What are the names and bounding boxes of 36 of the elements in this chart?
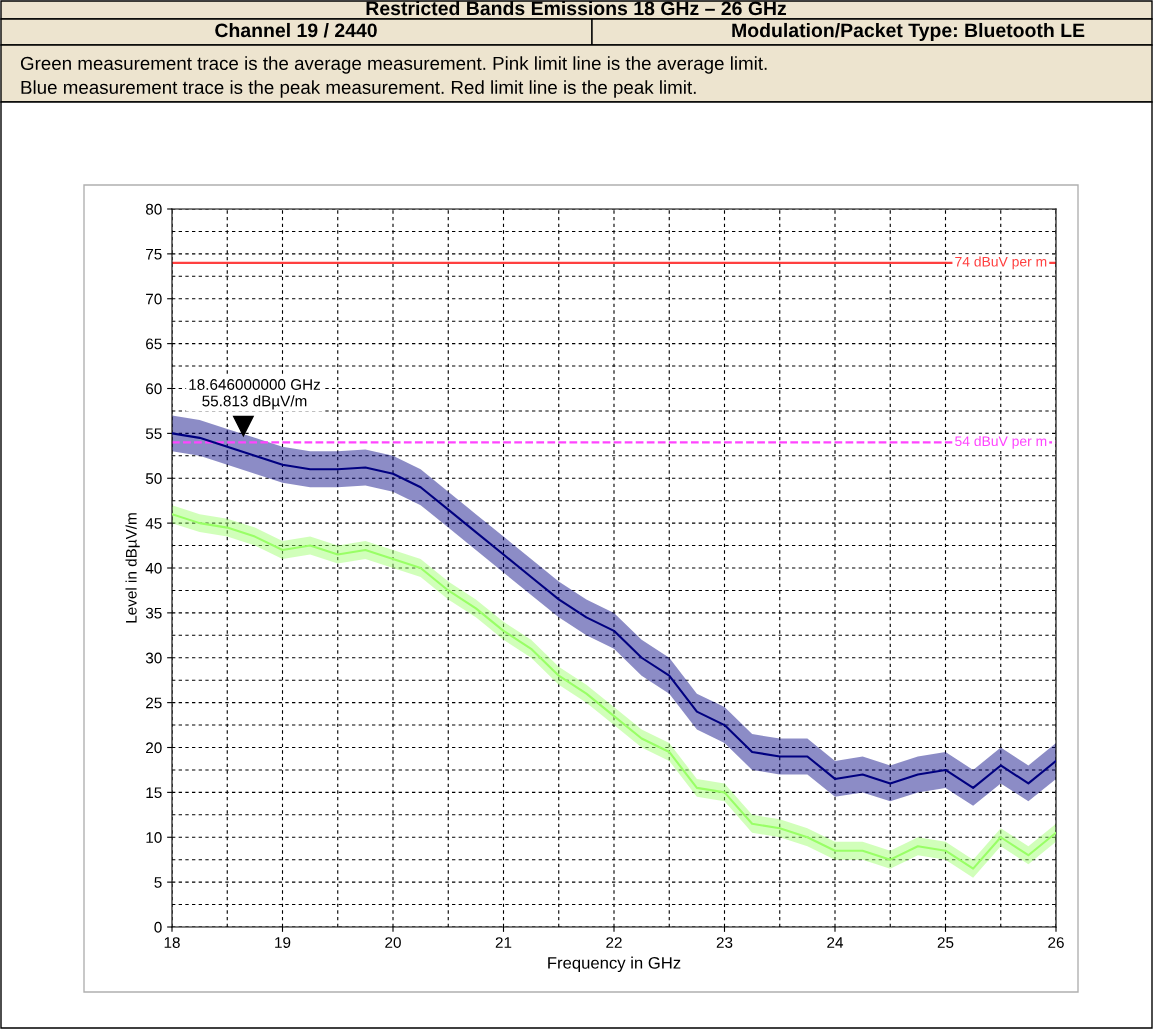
x-tick-label: 23: [716, 937, 733, 948]
ref-line-label: 54 dBuV per m: [955, 435, 1047, 449]
text: Green measurement trace is the average measurement. Pink limit line is the average limit.: [20, 56, 767, 74]
x-axis-title: Frequency in GHz: [548, 956, 681, 973]
y-tick-label: 30: [145, 652, 162, 664]
text: Blue measurement trace is the peak measurement. Red limit line is the peak limit.: [21, 80, 696, 98]
y-tick-label: 80: [145, 203, 162, 215]
x-tick-label: 18: [164, 937, 180, 948]
x-tick-label: 22: [606, 937, 622, 948]
y-tick-label: 70: [146, 293, 162, 305]
x-tick-label: 19: [275, 937, 291, 948]
y-tick-label: 10: [146, 832, 162, 843]
x-tick-label: 26: [1048, 937, 1064, 948]
annotation: 18.646000000 GHz 55.813 dBµV/m: [189, 379, 320, 410]
text: Channel 19 / 2440: [215, 22, 377, 38]
y-axis-title: Level in dBµV/m: [125, 513, 140, 623]
x-tick-label: 25: [937, 937, 954, 948]
y-tick-label: 75: [146, 248, 162, 260]
y-tick-label: 5: [154, 877, 162, 888]
y-tick-label: 20: [146, 742, 162, 754]
y-tick-label: 45: [145, 518, 162, 529]
x-tick-label: 21: [495, 937, 512, 948]
y-tick-label: 50: [145, 473, 162, 484]
y-tick-label: 15: [146, 787, 162, 799]
y-tick-label: 40: [145, 562, 162, 574]
text: Modulation/Packet Type: Bluetooth LE: [732, 22, 1085, 42]
chart-title: Restricted Bands Emissions 18 GHz – 26 GHz: [366, 0, 787, 16]
y-tick-label: 35: [145, 607, 162, 619]
x-tick-label: 24: [827, 937, 844, 948]
ref-line-label: 74 dBuV per m: [955, 256, 1047, 270]
y-tick-label: 65: [146, 338, 162, 350]
x-tick-label: 20: [385, 937, 401, 948]
y-tick-label: 55: [145, 428, 162, 440]
y-tick-label: 60: [146, 383, 162, 395]
y-tick-label: 0: [154, 921, 162, 933]
y-tick-label: 25: [146, 697, 162, 709]
